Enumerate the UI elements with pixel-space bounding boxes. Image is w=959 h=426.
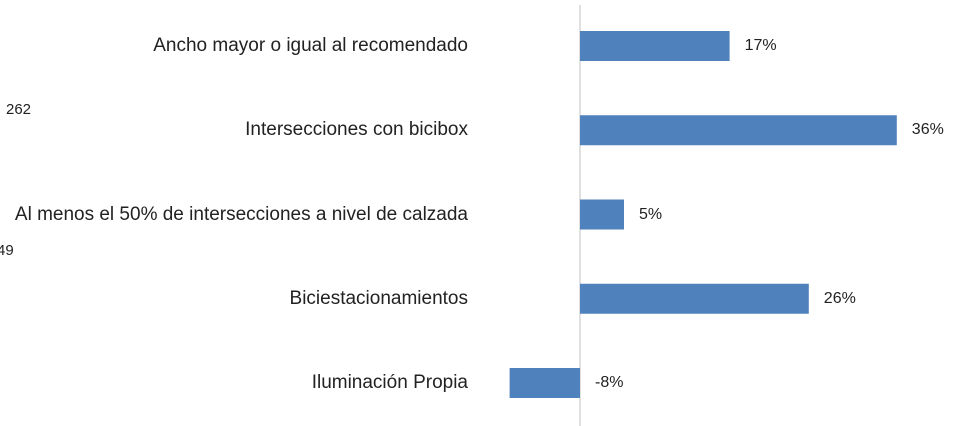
- category-text: Iluminación Propia: [311, 372, 468, 393]
- category-text: Biciestacionamientos: [289, 287, 468, 309]
- category-label: Iluminación Propia: [8, 370, 468, 396]
- value-label: 5%: [639, 205, 663, 223]
- category-label: Biciestacionamientos: [8, 286, 468, 312]
- category-text: Ancho mayor o igual al recomendado: [153, 35, 468, 56]
- bar: [580, 115, 897, 146]
- bar: [580, 283, 809, 314]
- bar: [509, 368, 580, 398]
- category-label: Ancho mayor o igual al recomendado: [8, 33, 468, 59]
- annotation: 262: [6, 101, 32, 118]
- value-label: -8%: [595, 374, 624, 391]
- value-label: 26%: [823, 289, 856, 307]
- value-label: 17%: [744, 37, 777, 54]
- category-text: Intersecciones con bicibox: [245, 119, 468, 141]
- bar: [580, 199, 624, 230]
- category-label: Intersecciones con bicibox: [8, 117, 468, 143]
- annotation: 49: [0, 242, 14, 259]
- value-label: 36%: [911, 121, 944, 139]
- category-text: Al menos el 50% de intersecciones a nive…: [14, 203, 468, 225]
- bar: [580, 31, 730, 61]
- category-label: Al menos el 50% de intersecciones a nive…: [8, 202, 468, 228]
